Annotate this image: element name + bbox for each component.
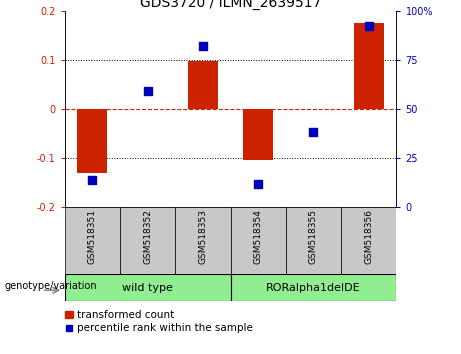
Text: wild type: wild type — [122, 282, 173, 293]
Bar — [354, 23, 384, 109]
Bar — [188, 61, 218, 109]
Bar — [230, 274, 396, 301]
Legend: transformed count, percentile rank within the sample: transformed count, percentile rank withi… — [60, 306, 257, 338]
Text: GSM518352: GSM518352 — [143, 209, 152, 264]
Point — [199, 43, 207, 49]
Bar — [341, 207, 396, 274]
Text: GSM518354: GSM518354 — [254, 209, 263, 264]
Point — [89, 177, 96, 182]
Point — [365, 23, 372, 29]
Text: GSM518355: GSM518355 — [309, 209, 318, 264]
Text: GSM518353: GSM518353 — [198, 209, 207, 264]
Bar — [243, 109, 273, 160]
Text: GSM518351: GSM518351 — [88, 209, 97, 264]
Text: RORalpha1delDE: RORalpha1delDE — [266, 282, 361, 293]
Point — [254, 181, 262, 186]
Title: GDS3720 / ILMN_2639517: GDS3720 / ILMN_2639517 — [140, 0, 321, 10]
Bar — [77, 109, 107, 173]
Bar — [230, 207, 286, 274]
Point — [144, 88, 151, 94]
Bar — [65, 207, 120, 274]
Bar — [175, 207, 230, 274]
Bar — [65, 274, 230, 301]
Text: GSM518356: GSM518356 — [364, 209, 373, 264]
Bar — [120, 207, 175, 274]
Bar — [286, 207, 341, 274]
Text: genotype/variation: genotype/variation — [5, 281, 97, 291]
Point — [310, 130, 317, 135]
